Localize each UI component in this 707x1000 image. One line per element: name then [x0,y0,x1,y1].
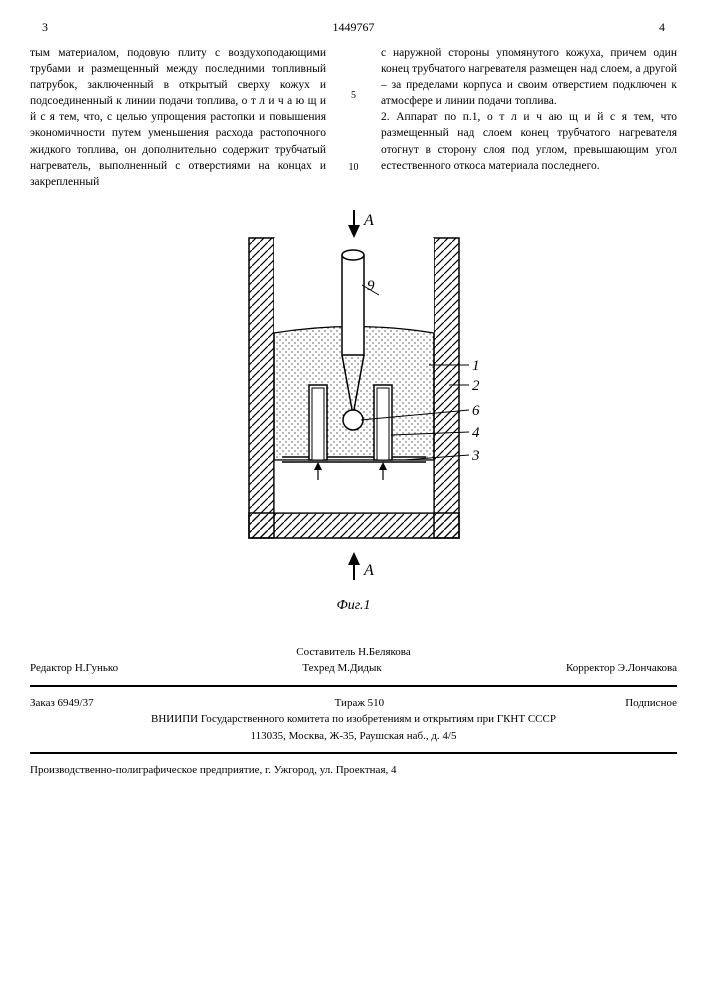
column-left: тым материалом, подовую плиту с воз­духо… [30,45,326,190]
footer: Составитель Н.Белякова Редактор Н.Гунько… [30,644,677,779]
label-6: 6 [472,403,480,419]
figure-caption: Фиг.1 [30,598,677,614]
techred: Техред М.Дидык [302,660,381,677]
label-1: 1 [472,358,480,374]
body-text: тым материалом, подовую плиту с воз­духо… [30,45,677,190]
section-label-top: A [363,212,374,229]
section-arrow-top: A [348,210,374,238]
page-header: 3 1449767 4 [30,20,677,35]
label-9: 9 [367,278,375,294]
org-name: ВНИИПИ Государственного комитета по изоб… [30,711,677,728]
figure-1: A [30,210,677,614]
label-3: 3 [471,448,480,464]
page-number-right: 4 [647,20,677,35]
patent-number: 1449767 [60,20,647,35]
tirazh: Тираж 510 [335,695,385,712]
editor: Редактор Н.Гунько [30,660,118,677]
corrector: Корректор Э.Лончакова [566,660,677,677]
line-numbers: 5 10 [346,45,361,190]
label-4: 4 [472,425,480,441]
column-right: с наружной стороны упомянутого кожу­ха, … [381,45,677,190]
section-arrow-bottom: A [348,552,374,580]
section-label-bottom: A [363,562,374,579]
page-number-left: 3 [30,20,60,35]
org-address: 113035, Москва, Ж-35, Раушская наб., д. … [30,728,677,745]
production-info: Производственно-полиграфическое предприя… [30,762,677,779]
label-2: 2 [472,378,480,394]
subscription: Подписное [625,695,677,712]
order-number: Заказ 6949/37 [30,695,94,712]
